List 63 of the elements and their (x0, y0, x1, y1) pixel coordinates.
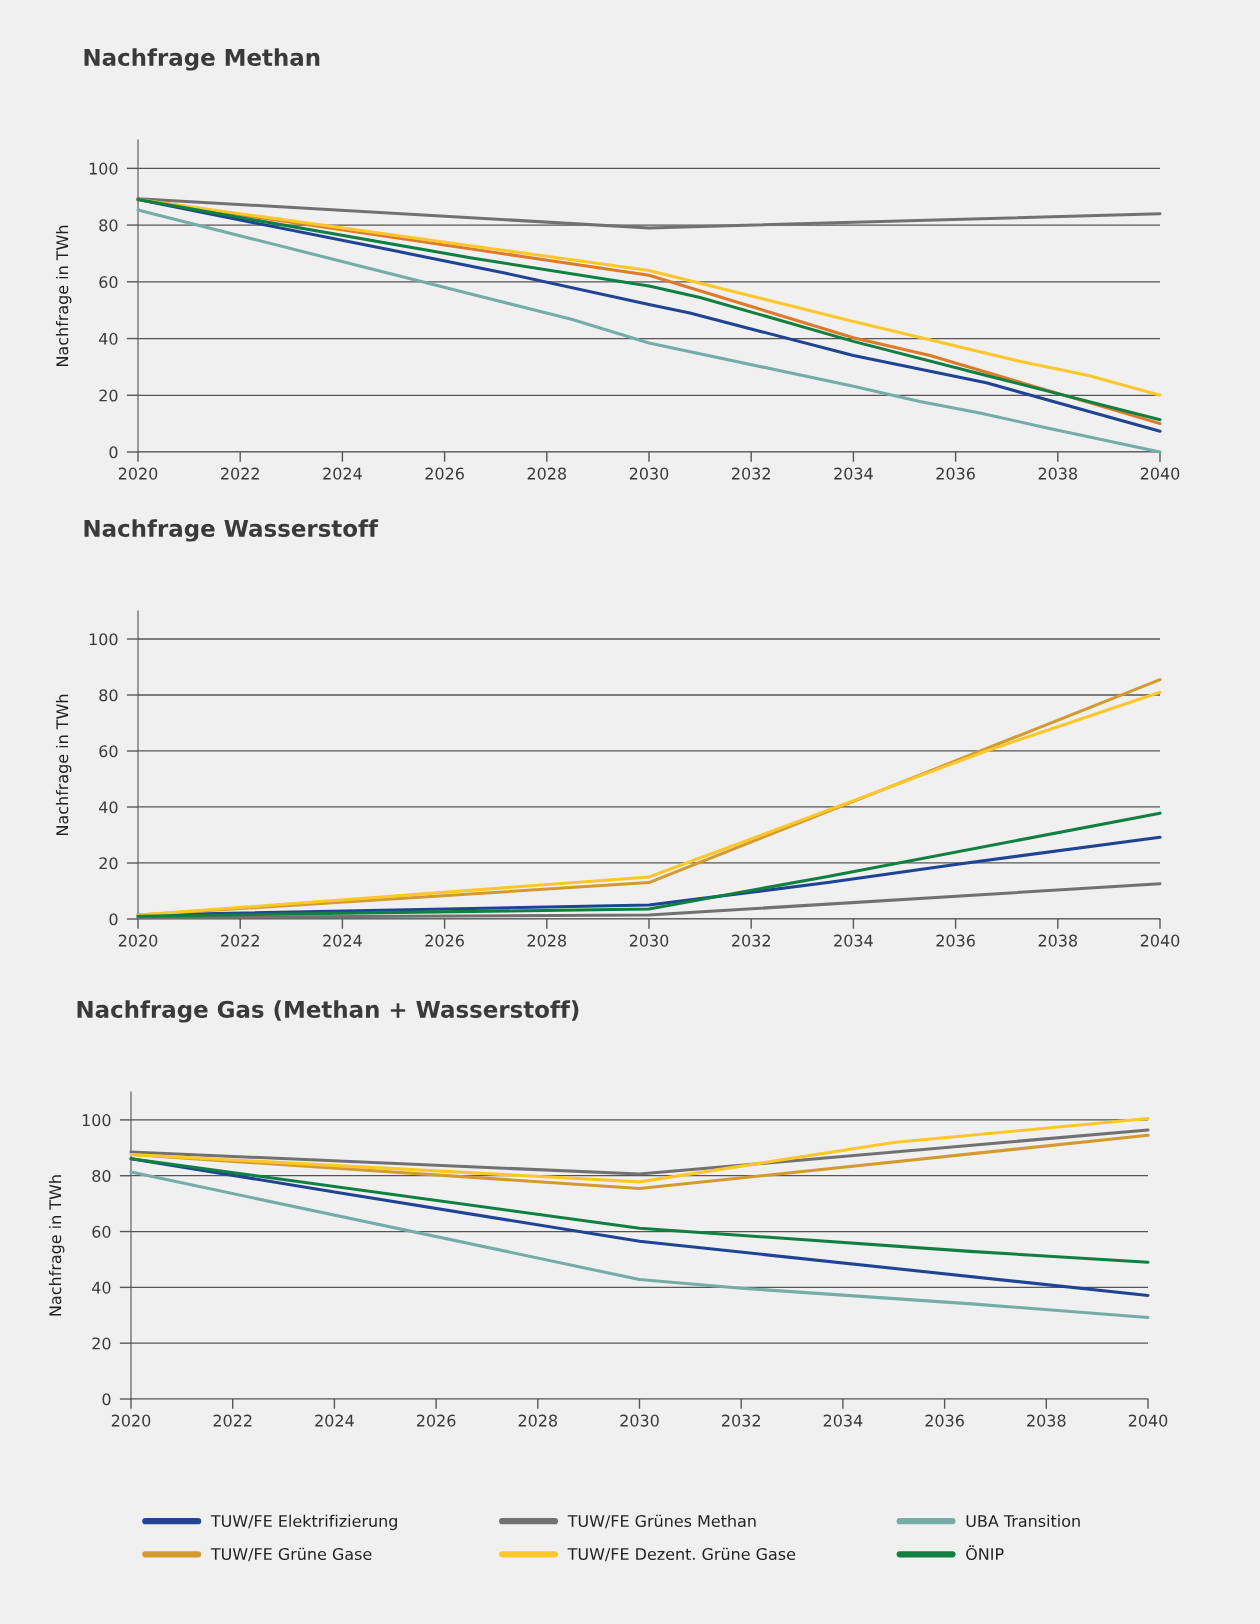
x-tick-label: 2026 (425, 934, 464, 947)
y-tick-label: 40 (92, 1281, 111, 1294)
x-tick-label: 2034 (834, 934, 873, 947)
y-tick-label: 0 (109, 446, 118, 459)
x-tick-label: 2028 (527, 467, 567, 480)
x-tick-label: 2038 (1038, 934, 1078, 947)
y-tick-label: 60 (92, 1225, 111, 1238)
x-tick-label: 2020 (118, 934, 158, 947)
x-tick-label: 2036 (936, 934, 975, 947)
y-axis-title: Nachfrage in TWh (48, 1175, 65, 1316)
y-tick-label: 40 (99, 801, 118, 814)
y-tick-label: 20 (92, 1337, 111, 1350)
x-tick-label: 2028 (527, 934, 567, 947)
x-tick-label: 2024 (323, 934, 362, 947)
y-tick-label: 20 (99, 857, 118, 870)
chart-title: Nachfrage Methan (84, 48, 320, 71)
x-tick-label: 2036 (925, 1414, 964, 1427)
y-tick-label: 60 (99, 276, 118, 289)
x-tick-label: 2030 (620, 1414, 659, 1427)
legend-label: TUW/FE Grünes Methan (567, 1514, 756, 1529)
x-tick-label: 2034 (834, 467, 873, 480)
x-tick-label: 2032 (722, 1414, 760, 1427)
y-tick-label: 80 (99, 689, 118, 702)
legend-label: UBA Transition (966, 1514, 1080, 1528)
x-tick-label: 2020 (118, 467, 158, 480)
y-axis-title: Nachfrage in TWh (55, 225, 72, 366)
x-tick-label: 2032 (732, 934, 770, 947)
chart-title: Nachfrage Gas (Methan + Wasserstoff) (77, 1000, 579, 1023)
x-tick-label: 2024 (323, 467, 362, 480)
y-tick-label: 100 (89, 162, 118, 175)
y-tick-label: 80 (99, 219, 118, 232)
x-tick-label: 2038 (1038, 467, 1078, 480)
x-tick-label: 2022 (221, 934, 259, 947)
x-tick-label: 2040 (1140, 467, 1180, 480)
legend-label: ÖNIP (966, 1545, 1004, 1561)
x-tick-label: 2022 (221, 467, 259, 480)
y-tick-label: 100 (89, 633, 118, 646)
x-tick-label: 2030 (629, 467, 669, 480)
x-tick-label: 2024 (315, 1414, 354, 1427)
x-tick-label: 2032 (732, 467, 770, 480)
y-tick-label: 20 (99, 389, 118, 402)
x-tick-label: 2020 (111, 1414, 151, 1427)
x-tick-label: 2022 (213, 1414, 252, 1427)
legend-label: TUW/FE Dezent. Grüne Gase (567, 1547, 796, 1562)
y-tick-label: 0 (102, 1393, 111, 1406)
x-tick-label: 2040 (1140, 934, 1180, 947)
y-tick-label: 80 (92, 1169, 111, 1183)
y-tick-label: 100 (82, 1114, 111, 1127)
x-tick-label: 2028 (518, 1414, 558, 1427)
x-tick-label: 2026 (425, 467, 464, 480)
legend-label: TUW/FE Grüne Gase (210, 1547, 372, 1562)
x-tick-label: 2036 (936, 467, 975, 480)
chart-title: Nachfrage Wasserstoff (84, 519, 379, 542)
y-tick-label: 40 (99, 332, 118, 345)
legend-label: TUW/FE Elektrifizierung (210, 1514, 397, 1531)
y-tick-label: 60 (99, 745, 118, 758)
y-tick-label: 0 (109, 913, 118, 926)
y-axis-title: Nachfrage in TWh (55, 694, 72, 835)
x-tick-label: 2026 (416, 1414, 456, 1427)
x-tick-label: 2038 (1027, 1414, 1066, 1427)
x-tick-label: 2034 (823, 1414, 863, 1427)
x-tick-label: 2030 (629, 934, 669, 947)
x-tick-label: 2040 (1128, 1414, 1168, 1427)
